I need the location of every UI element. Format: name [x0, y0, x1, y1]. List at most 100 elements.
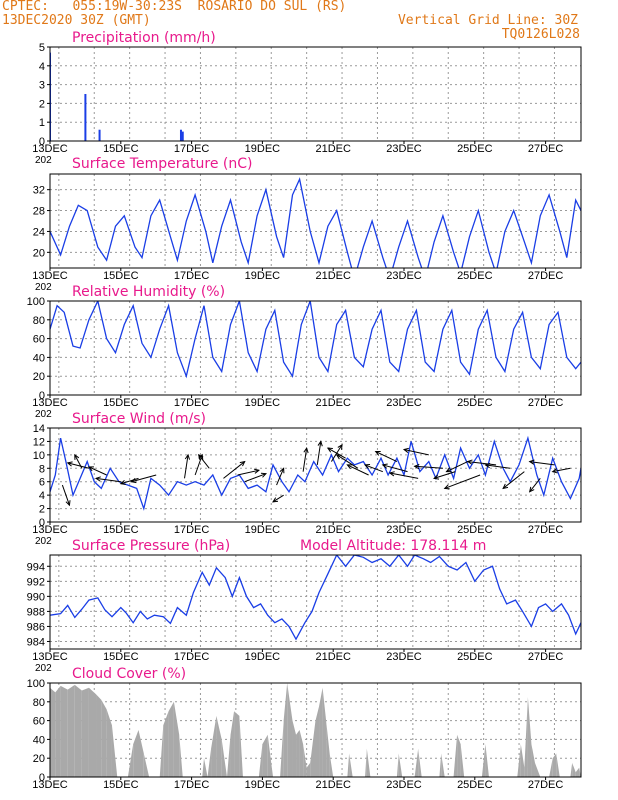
x-tick-label: 19DEC [245, 270, 281, 282]
header-line-2: 13DEC2020 30Z (GMT) [2, 13, 151, 28]
wind-arrow [403, 448, 429, 456]
cloud-cover-bar [329, 753, 334, 777]
cloud-cover-bar [207, 748, 212, 777]
cloud-cover-bar [234, 711, 240, 777]
x-tick-label: 27DEC [528, 651, 564, 663]
cloud-cover-bar [520, 744, 525, 777]
x-tick-label: 19DEC [245, 143, 281, 155]
y-tick-label: 4 [39, 490, 45, 502]
cloud-cover-bar [296, 730, 300, 777]
precip-bar [181, 131, 184, 141]
y-tick-label: 0 [39, 772, 45, 784]
x-tick-label: 13DEC [32, 524, 68, 536]
cloud-cover-bar [365, 748, 367, 777]
cloud-cover-bar [163, 711, 169, 777]
panel-title: Cloud Cover (%) [72, 666, 186, 682]
header-line-1: CPTEC: 055:19W-30:23S ROSARIO DO SUL (RS… [2, 0, 347, 14]
cloud-cover-bar [326, 720, 330, 777]
cloud-cover-bar [531, 744, 535, 777]
wind-arrow-head [484, 462, 491, 469]
cloud-cover-bar [306, 762, 311, 777]
x-tick-label: 25DEC [457, 270, 493, 282]
cloud-cover-bar [258, 744, 263, 777]
x-tick-label: 19DEC [245, 779, 281, 791]
wind-arrow-head [326, 447, 333, 453]
y-tick-label: 992 [27, 576, 45, 588]
cloud-cover-bar [322, 687, 327, 777]
y-tick-label: 4 [39, 61, 45, 73]
wind-arrow [529, 461, 555, 466]
x-year-stub: 202 [35, 663, 52, 674]
y-tick-label: 40 [33, 734, 45, 746]
wind-arrow-head [346, 464, 353, 470]
y-tick-label: 986 [27, 621, 45, 633]
x-tick-label: 19DEC [245, 397, 281, 409]
wind-arrow [467, 461, 497, 466]
wind-arrow-head [119, 479, 126, 485]
wind-arrow [88, 466, 107, 476]
cloud-cover-bar [211, 715, 217, 777]
x-tick-label: 23DEC [386, 270, 422, 282]
cloud-cover-bar [299, 730, 304, 777]
cloud-cover-bar [572, 762, 576, 777]
x-tick-label: 15DEC [103, 651, 139, 663]
x-tick-label: 21DEC [315, 779, 351, 791]
y-tick-label: 2 [39, 98, 45, 110]
x-year-stub: 202 [35, 409, 52, 420]
series-line [50, 301, 581, 379]
x-tick-label: 21DEC [315, 143, 351, 155]
wind-arrow-head [253, 468, 260, 474]
y-tick-label: 988 [27, 606, 45, 618]
cloud-cover-bar [552, 753, 557, 777]
cloud-cover-bar [60, 685, 68, 777]
cloud-cover-bar [133, 730, 139, 777]
x-tick-label: 23DEC [386, 397, 422, 409]
wind-arrow [529, 478, 541, 493]
y-tick-label: 12 [33, 436, 45, 448]
precip-bar [84, 94, 87, 141]
wind-arrow [485, 464, 511, 469]
y-tick-label: 984 [27, 636, 45, 648]
cloud-cover-bar [283, 683, 288, 777]
x-tick-label: 21DEC [315, 524, 351, 536]
y-tick-label: 20 [33, 371, 45, 383]
wind-arrow-head [528, 459, 535, 465]
y-tick-label: 60 [33, 716, 45, 728]
precip-bar [179, 129, 182, 141]
x-tick-label: 21DEC [315, 270, 351, 282]
x-tick-label: 27DEC [528, 524, 564, 536]
x-tick-label: 25DEC [457, 397, 493, 409]
x-tick-label: 15DEC [103, 779, 139, 791]
y-tick-label: 60 [33, 334, 45, 346]
wind-arrow-head [381, 463, 388, 469]
cloud-cover-bar [439, 753, 442, 777]
x-tick-label: 27DEC [528, 397, 564, 409]
wind-arrow-head [272, 497, 279, 503]
y-tick-label: 8 [39, 463, 45, 475]
cloud-cover-bar [67, 684, 75, 777]
cloud-cover-bar [267, 734, 274, 777]
y-tick-label: 28 [33, 206, 45, 218]
cloud-cover-bar [398, 753, 403, 777]
wind-arrow-head [432, 474, 440, 480]
wind-arrow-head [528, 486, 535, 493]
y-tick-label: 24 [33, 226, 45, 238]
cloud-cover-bar [81, 687, 89, 777]
wind-arrow [276, 468, 285, 486]
x-tick-label: 13DEC [32, 397, 68, 409]
wind-arrow-head [502, 483, 509, 490]
y-tick-label: 10 [33, 450, 45, 462]
x-tick-label: 17DEC [174, 651, 210, 663]
cloud-cover-bar [262, 734, 268, 777]
wind-arrow-head [74, 453, 80, 460]
y-tick-label: 2 [39, 504, 45, 516]
cloud-cover-bar [517, 744, 521, 777]
wind-arrow-head [279, 467, 285, 474]
series-group [50, 301, 581, 379]
wind-arrow [347, 464, 369, 476]
panel-4: 984 986 988 990 992 994 13DEC 15DEC 17DEC 19DEC 21… [27, 538, 582, 674]
wind-arrow-head [445, 467, 452, 473]
cloud-cover-bar [106, 709, 112, 777]
wind-arrow-head [466, 459, 473, 465]
